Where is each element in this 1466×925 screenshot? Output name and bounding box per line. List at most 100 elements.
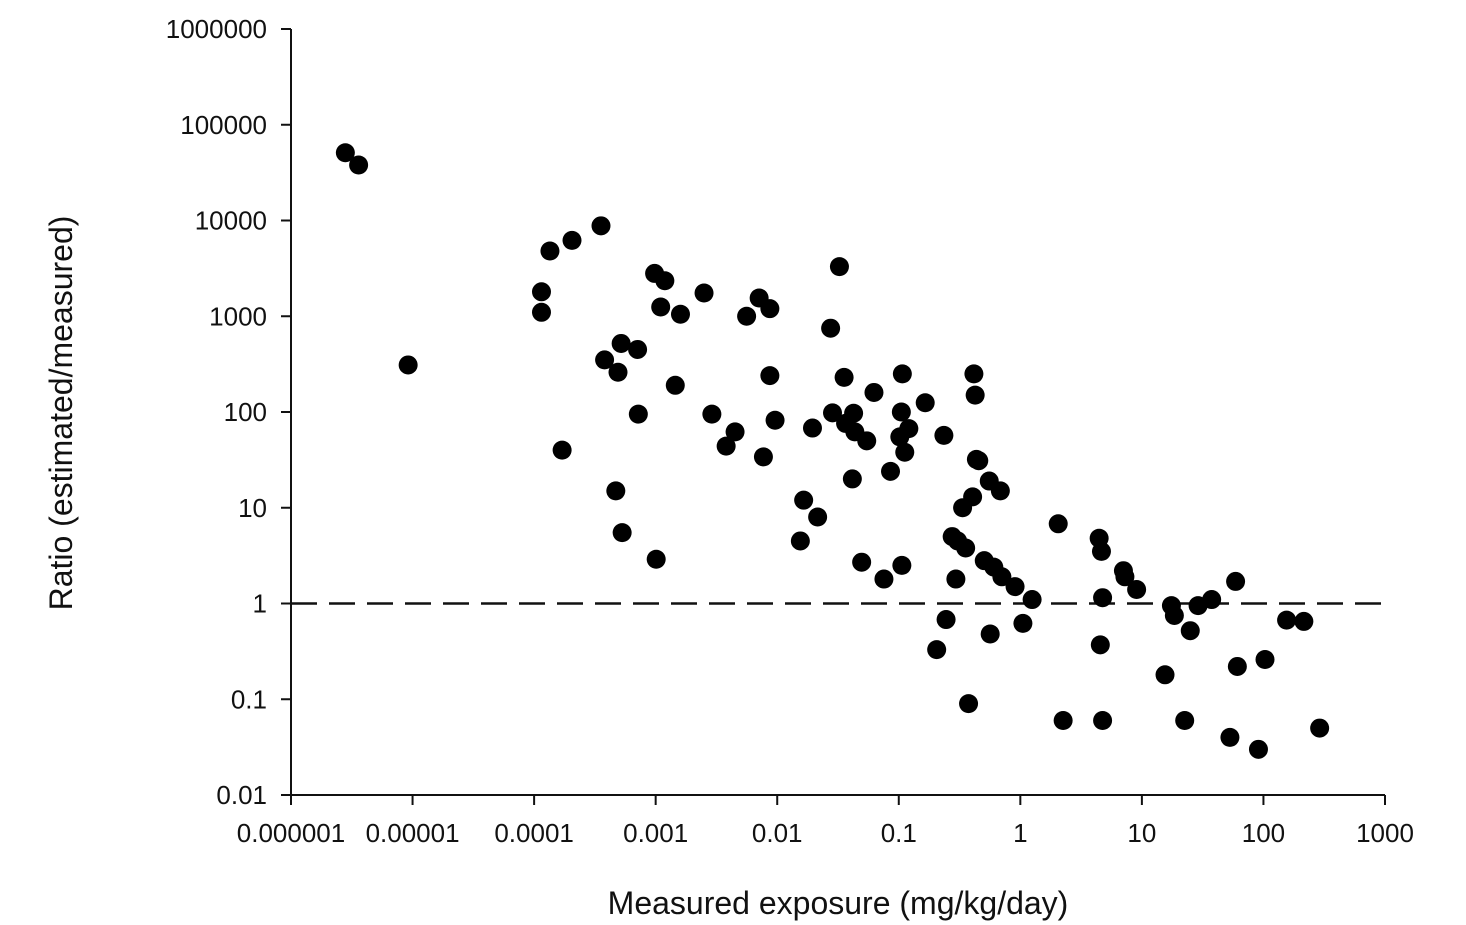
data-point: [1248, 739, 1268, 759]
data-point: [1155, 665, 1175, 685]
data-point: [608, 362, 628, 382]
data-point: [1005, 577, 1025, 597]
x-tick-label: 0.0001: [494, 818, 574, 848]
data-point: [540, 241, 560, 261]
data-point: [1202, 590, 1222, 610]
y-tick-label: 0.1: [231, 684, 267, 714]
data-point: [1180, 621, 1200, 641]
data-point: [1175, 710, 1195, 730]
data-point: [702, 404, 722, 424]
data-point: [1255, 650, 1275, 670]
data-point: [606, 481, 626, 501]
data-point: [694, 283, 714, 303]
data-point: [398, 355, 418, 375]
data-point: [646, 549, 666, 569]
data-point: [552, 440, 572, 460]
data-point: [665, 375, 685, 395]
data-point: [1294, 611, 1314, 631]
data-point: [1093, 588, 1113, 608]
x-tick-label: 1000: [1356, 818, 1414, 848]
data-point: [808, 507, 828, 527]
data-point: [595, 350, 615, 370]
data-point: [1310, 718, 1330, 738]
data-point: [591, 216, 611, 236]
x-tick-label: 0.001: [623, 818, 688, 848]
data-point: [892, 555, 912, 575]
x-axis: 0.000001 0.00001 0.0001 0.001 0.01 0.1 1 10 100 1…: [237, 794, 1414, 848]
data-point: [927, 640, 947, 660]
data-point: [992, 567, 1012, 587]
data-point: [965, 385, 985, 405]
data-point: [844, 403, 864, 423]
data-point: [1091, 541, 1111, 561]
data-point: [829, 257, 849, 277]
y-axis-title: Ratio (estimated/measured): [43, 216, 79, 611]
data-point: [864, 382, 884, 402]
data-point: [834, 367, 854, 387]
data-point: [964, 364, 984, 384]
y-tick-label: 10000: [195, 206, 267, 236]
data-point: [874, 569, 894, 589]
data-point: [651, 297, 671, 317]
data-point: [794, 490, 814, 510]
data-point: [852, 552, 872, 572]
data-point: [1164, 605, 1184, 625]
data-point: [753, 447, 773, 467]
data-point: [857, 431, 877, 451]
data-point: [891, 402, 911, 422]
data-point: [1048, 514, 1068, 534]
data-point: [969, 451, 989, 471]
data-point: [655, 271, 675, 291]
data-point: [990, 481, 1010, 501]
data-point: [1127, 580, 1147, 600]
data-point: [765, 410, 785, 430]
data-point: [934, 425, 954, 445]
data-point: [790, 531, 810, 551]
data-point: [335, 143, 355, 163]
data-point: [628, 404, 648, 424]
data-point: [349, 155, 369, 175]
data-point: [1053, 710, 1073, 730]
data-point: [892, 364, 912, 384]
data-point: [821, 318, 841, 338]
data-point: [531, 282, 551, 302]
x-tick-label: 0.01: [752, 818, 803, 848]
data-point: [628, 339, 648, 359]
data-point: [956, 538, 976, 558]
data-point: [760, 299, 780, 319]
data-point: [1220, 727, 1240, 747]
data-point: [716, 436, 736, 456]
data-point: [980, 624, 1000, 644]
y-tick-label: 100: [224, 397, 267, 427]
data-point: [737, 306, 757, 326]
data-point: [562, 230, 582, 250]
data-point: [915, 393, 935, 413]
data-point: [963, 487, 983, 507]
x-tick-label: 10: [1127, 818, 1156, 848]
data-point: [936, 610, 956, 630]
data-point: [1093, 710, 1113, 730]
data-point: [823, 403, 843, 423]
data-point: [612, 523, 632, 543]
y-tick-label: 0.01: [216, 780, 267, 810]
data-point: [611, 333, 631, 353]
y-tick-label: 100000: [180, 110, 267, 140]
data-point: [895, 442, 915, 462]
data-point: [670, 304, 690, 324]
x-axis-title: Measured exposure (mg/kg/day): [608, 885, 1069, 921]
x-tick-label: 0.1: [881, 818, 917, 848]
data-point: [531, 302, 551, 322]
y-axis: 0.01 0.1 1 10 100 1000 10000 100000 1000000: [166, 14, 292, 810]
data-point: [760, 366, 780, 386]
data-point: [1090, 635, 1110, 655]
data-point: [899, 419, 919, 439]
data-point: [1277, 610, 1297, 630]
data-point: [1013, 613, 1033, 633]
data-point: [1022, 590, 1042, 610]
data-point: [1115, 567, 1135, 587]
x-tick-label: 100: [1242, 818, 1285, 848]
y-tick-label: 1000: [209, 301, 267, 331]
x-tick-label: 0.00001: [366, 818, 460, 848]
data-point: [725, 422, 745, 442]
